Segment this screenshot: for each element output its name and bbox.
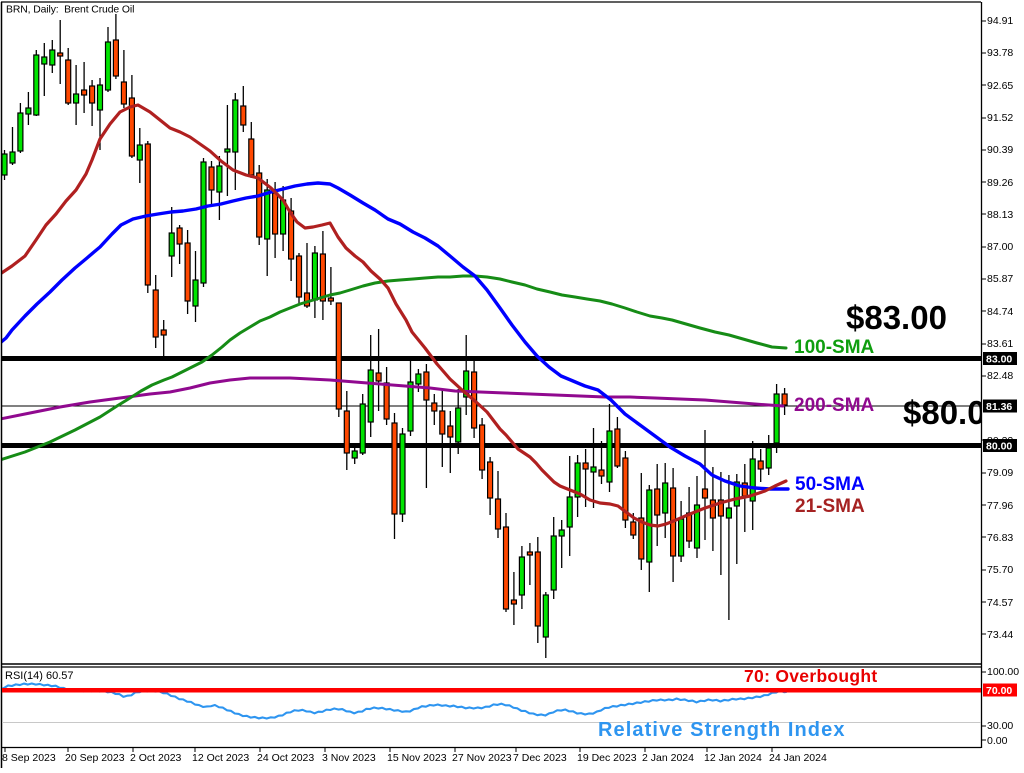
svg-text:87.00: 87.00: [987, 241, 1013, 253]
svg-text:79.09: 79.09: [987, 467, 1013, 479]
svg-text:91.52: 91.52: [987, 112, 1013, 124]
svg-text:100.00: 100.00: [987, 666, 1019, 678]
svg-text:90.39: 90.39: [987, 144, 1013, 156]
svg-text:12 Jan 2024: 12 Jan 2024: [704, 752, 762, 764]
svg-text:94.91: 94.91: [987, 15, 1013, 27]
svg-text:70: Overbought: 70: Overbought: [744, 666, 878, 686]
svg-text:75.70: 75.70: [987, 564, 1013, 576]
svg-text:83.61: 83.61: [987, 338, 1013, 350]
svg-text:83.00: 83.00: [986, 354, 1012, 366]
svg-text:76.83: 76.83: [987, 532, 1013, 544]
svg-text:2 Oct 2023: 2 Oct 2023: [130, 752, 182, 764]
svg-text:93.78: 93.78: [987, 47, 1013, 59]
svg-text:Relative Strength Index: Relative Strength Index: [598, 719, 846, 741]
svg-text:92.65: 92.65: [987, 80, 1013, 92]
svg-text:15 Nov 2023: 15 Nov 2023: [387, 752, 447, 764]
svg-text:200-SMA: 200-SMA: [794, 395, 875, 416]
svg-text:19 Dec 2023: 19 Dec 2023: [577, 752, 637, 764]
svg-text:80.00: 80.00: [986, 441, 1012, 453]
svg-text:24 Jan 2024: 24 Jan 2024: [769, 752, 827, 764]
svg-text:77.96: 77.96: [987, 500, 1013, 512]
svg-text:27 Nov 2023: 27 Nov 2023: [452, 752, 512, 764]
svg-text:12 Oct 2023: 12 Oct 2023: [192, 752, 249, 764]
svg-text:0.00: 0.00: [987, 735, 1008, 747]
svg-text:73.44: 73.44: [987, 629, 1013, 641]
svg-text:$83.00: $83.00: [846, 299, 947, 336]
svg-text:81.36: 81.36: [986, 401, 1012, 413]
svg-text:24 Oct 2023: 24 Oct 2023: [257, 752, 314, 764]
svg-text:21-SMA: 21-SMA: [795, 496, 865, 517]
svg-text:74.57: 74.57: [987, 597, 1013, 609]
svg-text:2 Jan 2024: 2 Jan 2024: [642, 752, 694, 764]
svg-text:70.00: 70.00: [986, 685, 1012, 697]
svg-text:82.48: 82.48: [987, 370, 1013, 382]
svg-text:89.26: 89.26: [987, 177, 1013, 189]
svg-text:20 Sep 2023: 20 Sep 2023: [65, 752, 125, 764]
svg-text:BRN, Daily: Brent Crude Oil: BRN, Daily: Brent Crude Oil: [6, 5, 134, 16]
svg-text:50-SMA: 50-SMA: [795, 474, 865, 495]
svg-text:85.87: 85.87: [987, 273, 1013, 285]
svg-text:84.74: 84.74: [987, 306, 1013, 318]
svg-text:$80.00: $80.00: [903, 394, 1004, 431]
svg-text:8 Sep 2023: 8 Sep 2023: [2, 752, 56, 764]
svg-text:RSI(14) 60.57: RSI(14) 60.57: [5, 670, 73, 682]
svg-text:7 Dec 2023: 7 Dec 2023: [513, 752, 567, 764]
svg-text:3 Nov 2023: 3 Nov 2023: [322, 752, 376, 764]
svg-text:100-SMA: 100-SMA: [794, 337, 875, 358]
svg-text:30.00: 30.00: [987, 720, 1013, 732]
svg-text:88.13: 88.13: [987, 209, 1013, 221]
